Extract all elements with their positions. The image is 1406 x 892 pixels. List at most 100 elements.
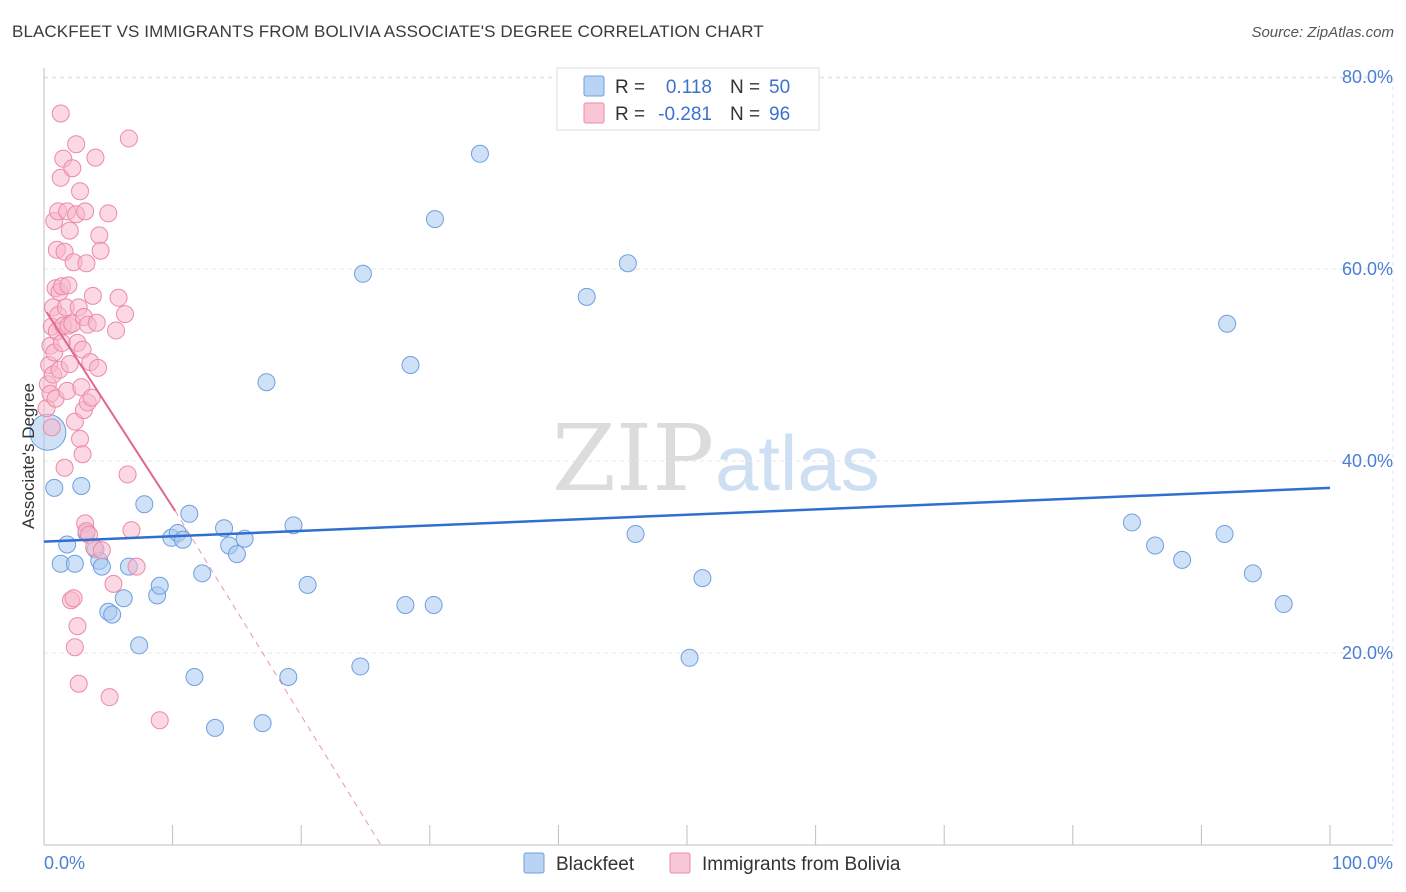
bottom-legend: Blackfeet Immigrants from Bolivia	[523, 852, 901, 875]
bolivia-point-42	[67, 135, 86, 154]
bolivia-point-78	[119, 129, 138, 148]
trend-lines	[43, 311, 1331, 846]
data-points	[29, 104, 1293, 737]
blackfeet-point-27	[227, 545, 246, 564]
bolivia-point-67	[89, 358, 108, 377]
bolivia-point-62	[82, 388, 101, 407]
stats-legend-n-label-1: N =	[730, 104, 760, 125]
blackfeet-point-48	[1173, 550, 1192, 569]
bolivia-trend-extension	[174, 510, 382, 846]
blackfeet-point-3	[58, 535, 77, 554]
stats-legend-n-label-0: N =	[730, 77, 760, 98]
blackfeet-point-5	[72, 476, 91, 495]
stats-legend-swatch-blackfeet	[583, 75, 605, 97]
blackfeet-point-49	[1215, 524, 1234, 543]
y-tick-label-60: 60.0%	[1342, 259, 1393, 279]
bolivia-point-33	[60, 221, 79, 240]
blackfeet-point-39	[424, 596, 443, 614]
stats-legend-r-value-0: 0.118	[666, 77, 712, 98]
bolivia-point-37	[64, 589, 83, 608]
blackfeet-point-40	[470, 144, 489, 163]
y-tick-label-40: 40.0%	[1342, 451, 1393, 471]
watermark-atlas: atlas	[715, 419, 880, 507]
blackfeet-point-41	[577, 287, 596, 306]
blackfeet-point-42	[618, 254, 637, 273]
blackfeet-point-9	[92, 557, 111, 576]
bolivia-point-77	[118, 465, 137, 484]
bolivia-point-48	[71, 182, 90, 201]
axes	[43, 68, 1393, 846]
y-tick-label-80: 80.0%	[1342, 67, 1393, 87]
stats-legend-n-value-0: 50	[769, 77, 790, 98]
blackfeet-point-31	[279, 668, 298, 686]
y-tick-label-20: 20.0%	[1342, 643, 1393, 663]
blackfeet-point-21	[180, 504, 199, 523]
blackfeet-point-44	[680, 648, 699, 667]
bolivia-point-66	[87, 313, 106, 332]
bolivia-point-43	[68, 617, 87, 636]
bolivia-point-25	[55, 458, 74, 477]
blackfeet-point-24	[206, 718, 225, 737]
blackfeet-point-11	[103, 605, 122, 624]
bolivia-point-6	[42, 418, 61, 437]
bolivia-point-55	[76, 202, 95, 221]
stats-legend-r-label-0: R =	[615, 77, 645, 98]
source-label: Source: ZipAtlas.com	[1251, 24, 1394, 41]
stats-legend-r-label-1: R =	[615, 104, 645, 125]
bolivia-trend-line	[45, 311, 177, 512]
bolivia-point-79	[122, 521, 141, 540]
blackfeet-point-43	[626, 524, 645, 543]
bolivia-point-47	[71, 429, 90, 448]
blackfeet-point-17	[150, 576, 169, 595]
bolivia-point-80	[127, 557, 146, 576]
blackfeet-point-46	[1122, 513, 1141, 532]
blackfeet-point-45	[693, 569, 712, 588]
blackfeet-point-33	[298, 575, 317, 594]
y-axis-label: Associate's Degree	[19, 383, 38, 529]
blackfeet-point-14	[130, 636, 149, 655]
bolivia-point-68	[90, 226, 109, 245]
blackfeet-point-52	[1274, 595, 1293, 614]
bolivia-point-31	[59, 276, 78, 295]
blackfeet-point-37	[401, 356, 420, 374]
blackfeet-point-35	[353, 264, 372, 283]
stats-legend-r-value-1: -0.281	[658, 104, 712, 125]
watermark-zip: ZIP	[552, 405, 714, 512]
bolivia-point-32	[60, 355, 79, 374]
bolivia-point-50	[73, 445, 92, 464]
bolivia-point-39	[65, 638, 84, 657]
blackfeet-point-36	[396, 596, 415, 614]
gridlines	[44, 76, 1394, 845]
blackfeet-point-50	[1218, 314, 1237, 333]
blackfeet-point-47	[1146, 536, 1165, 555]
bolivia-point-71	[99, 204, 118, 223]
blackfeet-point-30	[257, 373, 276, 392]
bolivia-point-75	[109, 288, 128, 307]
bolivia-point-76	[116, 305, 135, 324]
blackfeet-point-12	[114, 589, 133, 608]
bolivia-point-36	[63, 159, 82, 178]
chart-title: BLACKFEET VS IMMIGRANTS FROM BOLIVIA ASS…	[12, 22, 764, 41]
blackfeet-point-51	[1243, 564, 1262, 583]
blackfeet-point-23	[193, 564, 212, 583]
legend-swatch-bolivia	[669, 852, 691, 874]
bolivia-point-70	[92, 541, 111, 560]
blackfeet-point-25	[215, 519, 234, 538]
x-tick-label-min: 0.0%	[44, 853, 85, 873]
bolivia-point-19	[51, 104, 70, 123]
blackfeet-point-34	[351, 657, 370, 676]
stats-legend-swatch-bolivia	[583, 102, 605, 124]
blackfeet-point-15	[135, 495, 154, 514]
legend-label-blackfeet: Blackfeet	[556, 854, 635, 875]
bolivia-point-72	[100, 688, 119, 707]
bolivia-point-65	[86, 148, 105, 167]
stats-legend-n-value-1: 96	[769, 104, 790, 125]
bolivia-point-73	[104, 574, 123, 593]
bolivia-point-56	[77, 254, 96, 273]
bolivia-point-74	[107, 321, 126, 340]
blackfeet-trend-line	[43, 486, 1331, 543]
blackfeet-point-22	[185, 668, 204, 686]
blackfeet-point-4	[65, 554, 84, 573]
blackfeet-point-38	[425, 210, 444, 229]
